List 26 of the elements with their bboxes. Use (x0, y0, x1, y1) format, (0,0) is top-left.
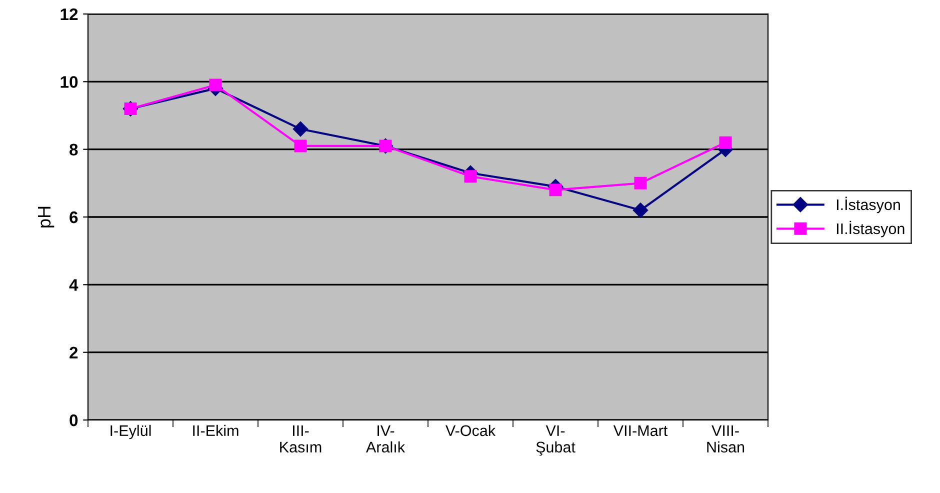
y-tick-label: 2 (70, 346, 78, 358)
x-tick-label: VI- Şubat (536, 425, 576, 456)
point (209, 78, 222, 92)
x-tick-label: VIII- Nisan (707, 425, 744, 453)
point (719, 136, 732, 149)
legend-label: II.İstasyon (836, 220, 904, 238)
x-tick-label: III- Kasım (280, 425, 322, 453)
x-tick-label: VII-Mart (613, 425, 668, 436)
y-tick-label: 0 (70, 414, 78, 426)
point (549, 184, 562, 196)
x-tick-label: II-Ekim (193, 424, 238, 436)
y-tick-label: 6 (70, 211, 78, 224)
point (634, 176, 647, 190)
point (292, 121, 308, 137)
point (294, 140, 307, 152)
y-tick-label: 10 (60, 76, 78, 88)
point (632, 202, 648, 218)
point (464, 170, 477, 183)
y-tick-label: 8 (70, 144, 78, 156)
x-tick-label: IV- Aralık (366, 425, 406, 453)
x-tick-label: V-Ocak (446, 424, 496, 436)
legend-label: I.İstasyon (836, 196, 900, 214)
x-tick-label: I-Eylül (110, 424, 151, 440)
y-tick-label: 12 (60, 8, 78, 20)
y-tick-label: 4 (69, 279, 78, 291)
y-axis-title: pH (38, 206, 54, 228)
